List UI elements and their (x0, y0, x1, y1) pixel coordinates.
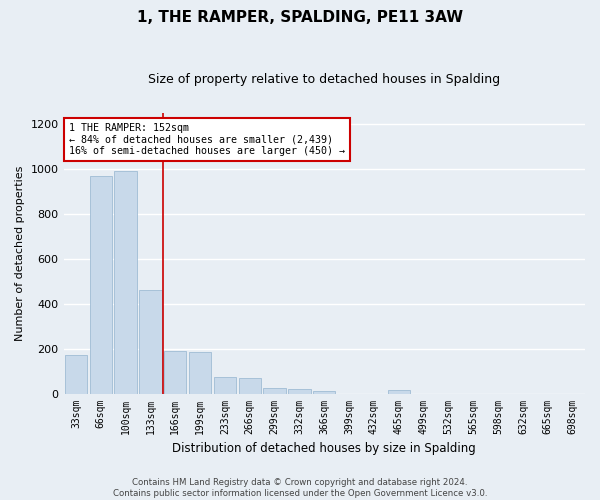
Y-axis label: Number of detached properties: Number of detached properties (15, 166, 25, 341)
Text: 1 THE RAMPER: 152sqm
← 84% of detached houses are smaller (2,439)
16% of semi-de: 1 THE RAMPER: 152sqm ← 84% of detached h… (69, 123, 345, 156)
Bar (388, 390, 410, 394)
Bar (263, 388, 286, 394)
Bar (89, 176, 112, 394)
Bar (239, 378, 261, 394)
Bar (65, 356, 87, 394)
X-axis label: Distribution of detached houses by size in Spalding: Distribution of detached houses by size … (172, 442, 476, 455)
Bar (189, 352, 211, 394)
Bar (164, 351, 187, 394)
Bar (288, 388, 311, 394)
Bar (139, 290, 161, 394)
Bar (214, 376, 236, 394)
Text: Contains HM Land Registry data © Crown copyright and database right 2024.
Contai: Contains HM Land Registry data © Crown c… (113, 478, 487, 498)
Title: Size of property relative to detached houses in Spalding: Size of property relative to detached ho… (148, 72, 500, 86)
Bar (313, 391, 335, 394)
Bar (115, 172, 137, 394)
Text: 1, THE RAMPER, SPALDING, PE11 3AW: 1, THE RAMPER, SPALDING, PE11 3AW (137, 10, 463, 25)
